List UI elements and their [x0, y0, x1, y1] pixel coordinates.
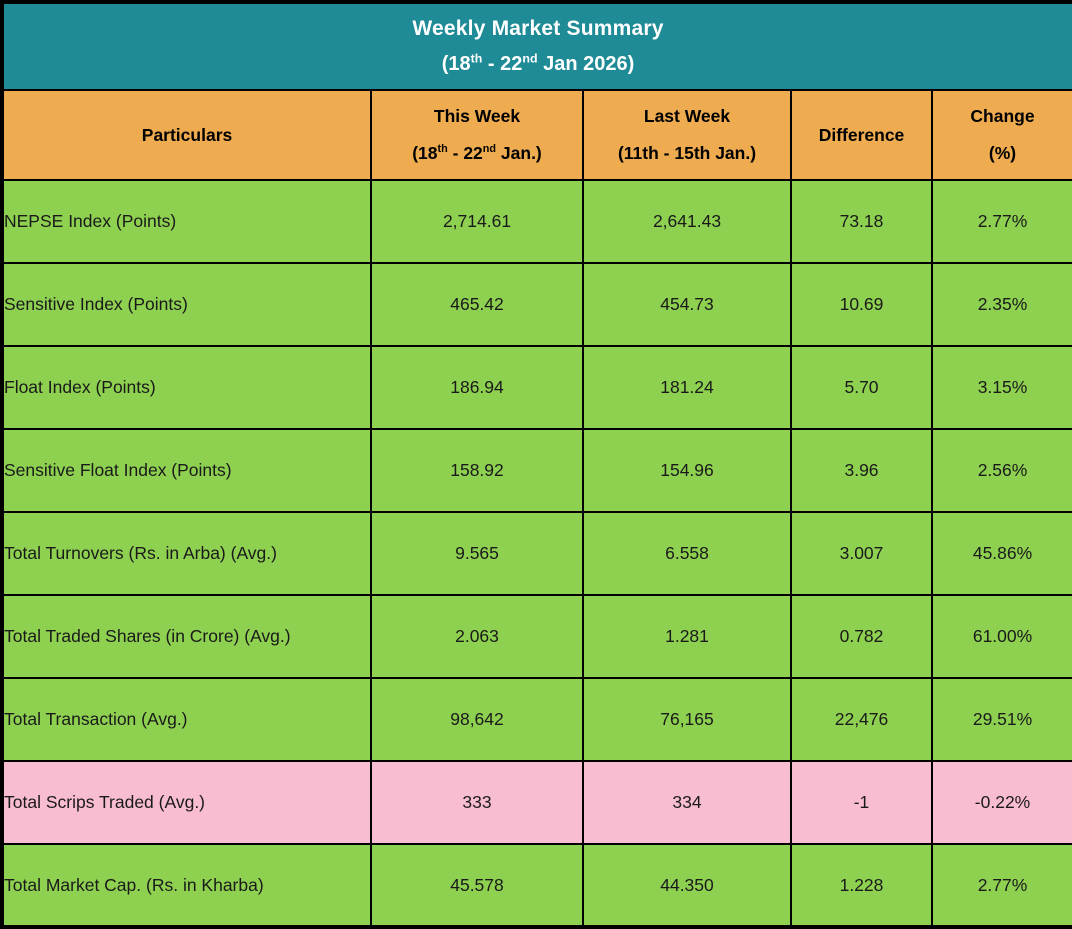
this-week-value: 9.565 [370, 511, 584, 596]
title-band: Weekly Market Summary (18th - 22nd Jan 2… [0, 1, 1072, 91]
title-row: Weekly Market Summary (18th - 22nd Jan 2… [0, 1, 1072, 91]
page-title: Weekly Market Summary [412, 16, 664, 40]
row-label: NEPSE Index (Points) [1, 179, 372, 264]
col-header-change: Change (%) [930, 89, 1072, 181]
this-week-value: 2,714.61 [370, 179, 584, 264]
this-week-value: 465.42 [370, 262, 584, 347]
this-week-value: 158.92 [370, 428, 584, 513]
difference-value: 0.782 [790, 594, 933, 679]
last-week-value: 76,165 [582, 677, 792, 762]
table-row: Total Transaction (Avg.) 98,642 76,165 2… [1, 677, 1072, 762]
this-week-value: 2.063 [370, 594, 584, 679]
col-header-last-week: Last Week (11th - 15th Jan.) [582, 89, 792, 181]
last-week-value: 181.24 [582, 345, 792, 430]
row-label: Total Transaction (Avg.) [1, 677, 372, 762]
row-label: Sensitive Float Index (Points) [1, 428, 372, 513]
last-week-date-range: (11th - 15th Jan.) [617, 142, 757, 163]
change-value: 61.00% [930, 594, 1072, 679]
difference-value: 10.69 [790, 262, 933, 347]
superscript-th: th [470, 51, 483, 66]
difference-value: 3.007 [790, 511, 933, 596]
table-row: Float Index (Points) 186.94 181.24 5.70 … [1, 345, 1072, 430]
column-header-row: Particulars This Week (18th - 22nd Jan.)… [1, 89, 1072, 181]
row-label: Total Turnovers (Rs. in Arba) (Avg.) [1, 511, 372, 596]
difference-value: 22,476 [790, 677, 933, 762]
superscript-nd: nd [522, 51, 538, 66]
table-row: Total Turnovers (Rs. in Arba) (Avg.) 9.5… [1, 511, 1072, 596]
change-value: 45.86% [930, 511, 1072, 596]
title-date-range: (18th - 22nd Jan 2026) [441, 51, 635, 76]
row-label: Float Index (Points) [1, 345, 372, 430]
table-row-highlighted: Total Scrips Traded (Avg.) 333 334 -1 -0… [1, 760, 1072, 845]
last-week-value: 6.558 [582, 511, 792, 596]
change-value: 3.15% [930, 345, 1072, 430]
change-value: 2.35% [930, 262, 1072, 347]
row-label: Total Traded Shares (in Crore) (Avg.) [1, 594, 372, 679]
last-week-value: 334 [582, 760, 792, 845]
difference-value: 73.18 [790, 179, 933, 264]
this-week-value: 333 [370, 760, 584, 845]
superscript-nd: nd [482, 142, 497, 155]
table-row: Sensitive Index (Points) 465.42 454.73 1… [1, 262, 1072, 347]
last-week-value: 44.350 [582, 843, 792, 928]
table-row: Total Market Cap. (Rs. in Kharba) 45.578… [1, 843, 1072, 928]
this-week-value: 98,642 [370, 677, 584, 762]
row-label: Total Scrips Traded (Avg.) [1, 760, 372, 845]
last-week-value: 1.281 [582, 594, 792, 679]
table-row: NEPSE Index (Points) 2,714.61 2,641.43 7… [1, 179, 1072, 264]
last-week-value: 2,641.43 [582, 179, 792, 264]
change-value: 2.56% [930, 428, 1072, 513]
difference-value: 1.228 [790, 843, 933, 928]
col-header-difference: Difference [790, 89, 933, 181]
difference-value: -1 [790, 760, 933, 845]
this-week-value: 186.94 [370, 345, 584, 430]
col-header-particulars: Particulars [1, 89, 372, 181]
superscript-th: th [437, 142, 448, 155]
change-value: 2.77% [930, 179, 1072, 264]
col-header-this-week: This Week (18th - 22nd Jan.) [370, 89, 584, 181]
row-label: Sensitive Index (Points) [1, 262, 372, 347]
change-value: -0.22% [930, 760, 1072, 845]
table-row: Sensitive Float Index (Points) 158.92 15… [1, 428, 1072, 513]
last-week-value: 454.73 [582, 262, 792, 347]
table-row: Total Traded Shares (in Crore) (Avg.) 2.… [1, 594, 1072, 679]
difference-value: 5.70 [790, 345, 933, 430]
change-value: 29.51% [930, 677, 1072, 762]
change-value: 2.77% [930, 843, 1072, 928]
last-week-value: 154.96 [582, 428, 792, 513]
this-week-value: 45.578 [370, 843, 584, 928]
this-week-date-range: (18th - 22nd Jan.) [412, 142, 542, 163]
difference-value: 3.96 [790, 428, 933, 513]
row-label: Total Market Cap. (Rs. in Kharba) [1, 843, 372, 928]
